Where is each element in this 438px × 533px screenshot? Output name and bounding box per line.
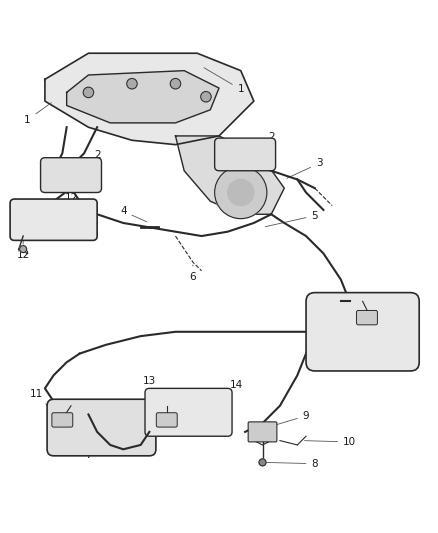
Text: 10: 10 xyxy=(304,437,356,447)
FancyBboxPatch shape xyxy=(52,413,73,427)
Text: 6: 6 xyxy=(190,265,196,281)
Polygon shape xyxy=(176,136,284,214)
Text: 5: 5 xyxy=(265,211,318,227)
Text: 9: 9 xyxy=(269,411,309,427)
FancyBboxPatch shape xyxy=(47,399,156,456)
Circle shape xyxy=(83,87,94,98)
Circle shape xyxy=(20,246,27,253)
Circle shape xyxy=(228,180,254,206)
Text: 11: 11 xyxy=(30,389,60,419)
Text: 13: 13 xyxy=(143,376,169,401)
FancyBboxPatch shape xyxy=(215,138,276,171)
Circle shape xyxy=(170,78,181,89)
Text: 14: 14 xyxy=(212,381,243,406)
Circle shape xyxy=(201,92,211,102)
Text: 8: 8 xyxy=(265,459,318,469)
Text: 12: 12 xyxy=(17,239,30,260)
Text: 12: 12 xyxy=(48,193,78,205)
Text: 2: 2 xyxy=(243,132,275,152)
Text: 11: 11 xyxy=(169,389,200,419)
FancyBboxPatch shape xyxy=(306,293,419,371)
FancyBboxPatch shape xyxy=(357,310,378,325)
FancyBboxPatch shape xyxy=(156,413,177,427)
Text: 3: 3 xyxy=(287,158,322,179)
Circle shape xyxy=(259,459,266,466)
FancyBboxPatch shape xyxy=(10,199,97,240)
Text: 2: 2 xyxy=(74,150,100,169)
Text: 1: 1 xyxy=(24,103,51,125)
Circle shape xyxy=(215,166,267,219)
Text: 7: 7 xyxy=(85,446,112,460)
Circle shape xyxy=(127,78,137,89)
Polygon shape xyxy=(45,53,254,144)
FancyBboxPatch shape xyxy=(145,389,232,436)
FancyBboxPatch shape xyxy=(41,158,102,192)
Text: 1: 1 xyxy=(204,68,244,94)
FancyBboxPatch shape xyxy=(248,422,277,442)
Text: 11: 11 xyxy=(374,306,404,317)
Text: 4: 4 xyxy=(120,206,147,222)
Polygon shape xyxy=(67,71,219,123)
